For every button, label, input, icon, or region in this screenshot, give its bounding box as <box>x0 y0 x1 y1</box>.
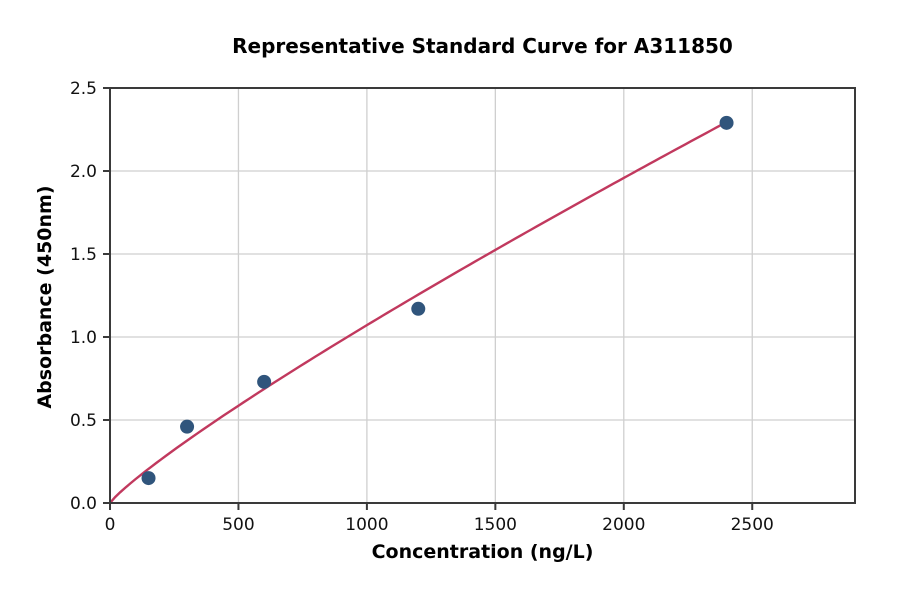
y-tick-label: 2.5 <box>70 79 97 99</box>
data-point <box>141 471 156 486</box>
y-tick-label: 0.5 <box>70 411 97 431</box>
data-point <box>411 301 426 316</box>
y-tick-label: 1.0 <box>70 328 97 348</box>
data-point <box>719 115 734 130</box>
fit-curve <box>108 120 728 505</box>
x-tick-label: 500 <box>222 515 254 535</box>
x-tick-label: 1500 <box>474 515 517 535</box>
chart-title: Representative Standard Curve for A31185… <box>232 34 733 58</box>
x-tick-label: 2500 <box>731 515 774 535</box>
x-tick-label: 1000 <box>345 515 388 535</box>
y-tick-label: 2.0 <box>70 162 97 182</box>
y-tick-label: 0.0 <box>70 494 97 514</box>
x-axis-label: Concentration (ng/L) <box>371 541 594 563</box>
data-point <box>180 419 195 434</box>
data-point <box>257 374 272 389</box>
plot-border <box>109 87 856 504</box>
x-tick-label: 2000 <box>602 515 645 535</box>
y-tick-label: 1.5 <box>70 245 97 265</box>
x-tick-label: 0 <box>105 515 116 535</box>
